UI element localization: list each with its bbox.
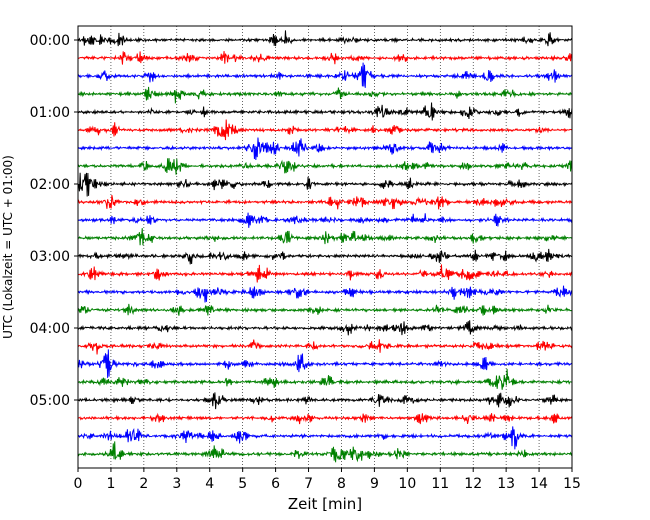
x-axis-label: Zeit [min] bbox=[288, 495, 362, 513]
seismic-trace-0115 bbox=[77, 119, 573, 141]
x-tick-label: 4 bbox=[205, 476, 214, 492]
x-tick-label: 1 bbox=[106, 476, 115, 492]
x-tick-label: 11 bbox=[431, 476, 449, 492]
seismic-trace-0100 bbox=[77, 102, 573, 121]
x-tick-label: 0 bbox=[74, 476, 83, 492]
x-tick-label: 2 bbox=[139, 476, 148, 492]
y-tick-label: 01:00 bbox=[30, 105, 70, 121]
seismic-trace-0545 bbox=[77, 441, 573, 463]
x-tick-label: 5 bbox=[238, 476, 247, 492]
y-axis-label: UTC (Lokalzeit = UTC + 01:00) bbox=[1, 155, 15, 339]
x-tick-label: 7 bbox=[304, 476, 313, 492]
seismic-trace-0315 bbox=[77, 264, 573, 283]
y-tick-label: 03:00 bbox=[30, 249, 70, 265]
seismic-trace-0200 bbox=[77, 172, 573, 197]
trace-layer bbox=[77, 30, 573, 463]
seismic-trace-0415 bbox=[77, 339, 573, 355]
seismic-trace-0345 bbox=[77, 303, 573, 316]
x-tick-label: 9 bbox=[370, 476, 379, 492]
seismic-trace-0130 bbox=[77, 137, 573, 161]
seismic-trace-0045 bbox=[77, 86, 573, 104]
seismic-trace-0500 bbox=[77, 392, 573, 410]
seismic-trace-0145 bbox=[77, 158, 573, 175]
tick-layer: 0 1 2 3 4 5 6 7 8 9 10 11 12 13 14 1500:0001:0002:0003:… bbox=[30, 33, 581, 492]
seismic-trace-0015 bbox=[77, 51, 573, 65]
x-tick-label: 12 bbox=[464, 476, 482, 492]
x-tick-label: 13 bbox=[497, 476, 515, 492]
seismic-trace-0530 bbox=[77, 426, 573, 450]
y-tick-label: 02:00 bbox=[30, 177, 70, 193]
seismic-trace-0245 bbox=[77, 228, 573, 246]
y-tick-label: 00:00 bbox=[30, 33, 70, 49]
seismic-trace-0215 bbox=[77, 194, 573, 210]
x-tick-label: 15 bbox=[563, 476, 581, 492]
seismic-trace-0430 bbox=[77, 349, 573, 378]
seismic-trace-0230 bbox=[77, 212, 573, 228]
seismic-trace-0400 bbox=[77, 320, 573, 336]
seismic-trace-0000 bbox=[77, 30, 573, 47]
y-tick-label: 05:00 bbox=[30, 393, 70, 409]
x-tick-label: 3 bbox=[172, 476, 181, 492]
x-tick-label: 14 bbox=[530, 476, 548, 492]
seismic-trace-0330 bbox=[77, 285, 573, 303]
x-tick-label: 8 bbox=[337, 476, 346, 492]
seismic-trace-0445 bbox=[77, 368, 573, 390]
x-tick-label: 10 bbox=[398, 476, 416, 492]
plot-frame bbox=[77, 25, 573, 469]
y-tick-label: 04:00 bbox=[30, 321, 70, 337]
seismic-trace-0300 bbox=[77, 248, 573, 265]
x-tick-label: 6 bbox=[271, 476, 280, 492]
seismic-trace-0515 bbox=[77, 412, 573, 425]
seismic-trace-0030 bbox=[77, 62, 573, 88]
